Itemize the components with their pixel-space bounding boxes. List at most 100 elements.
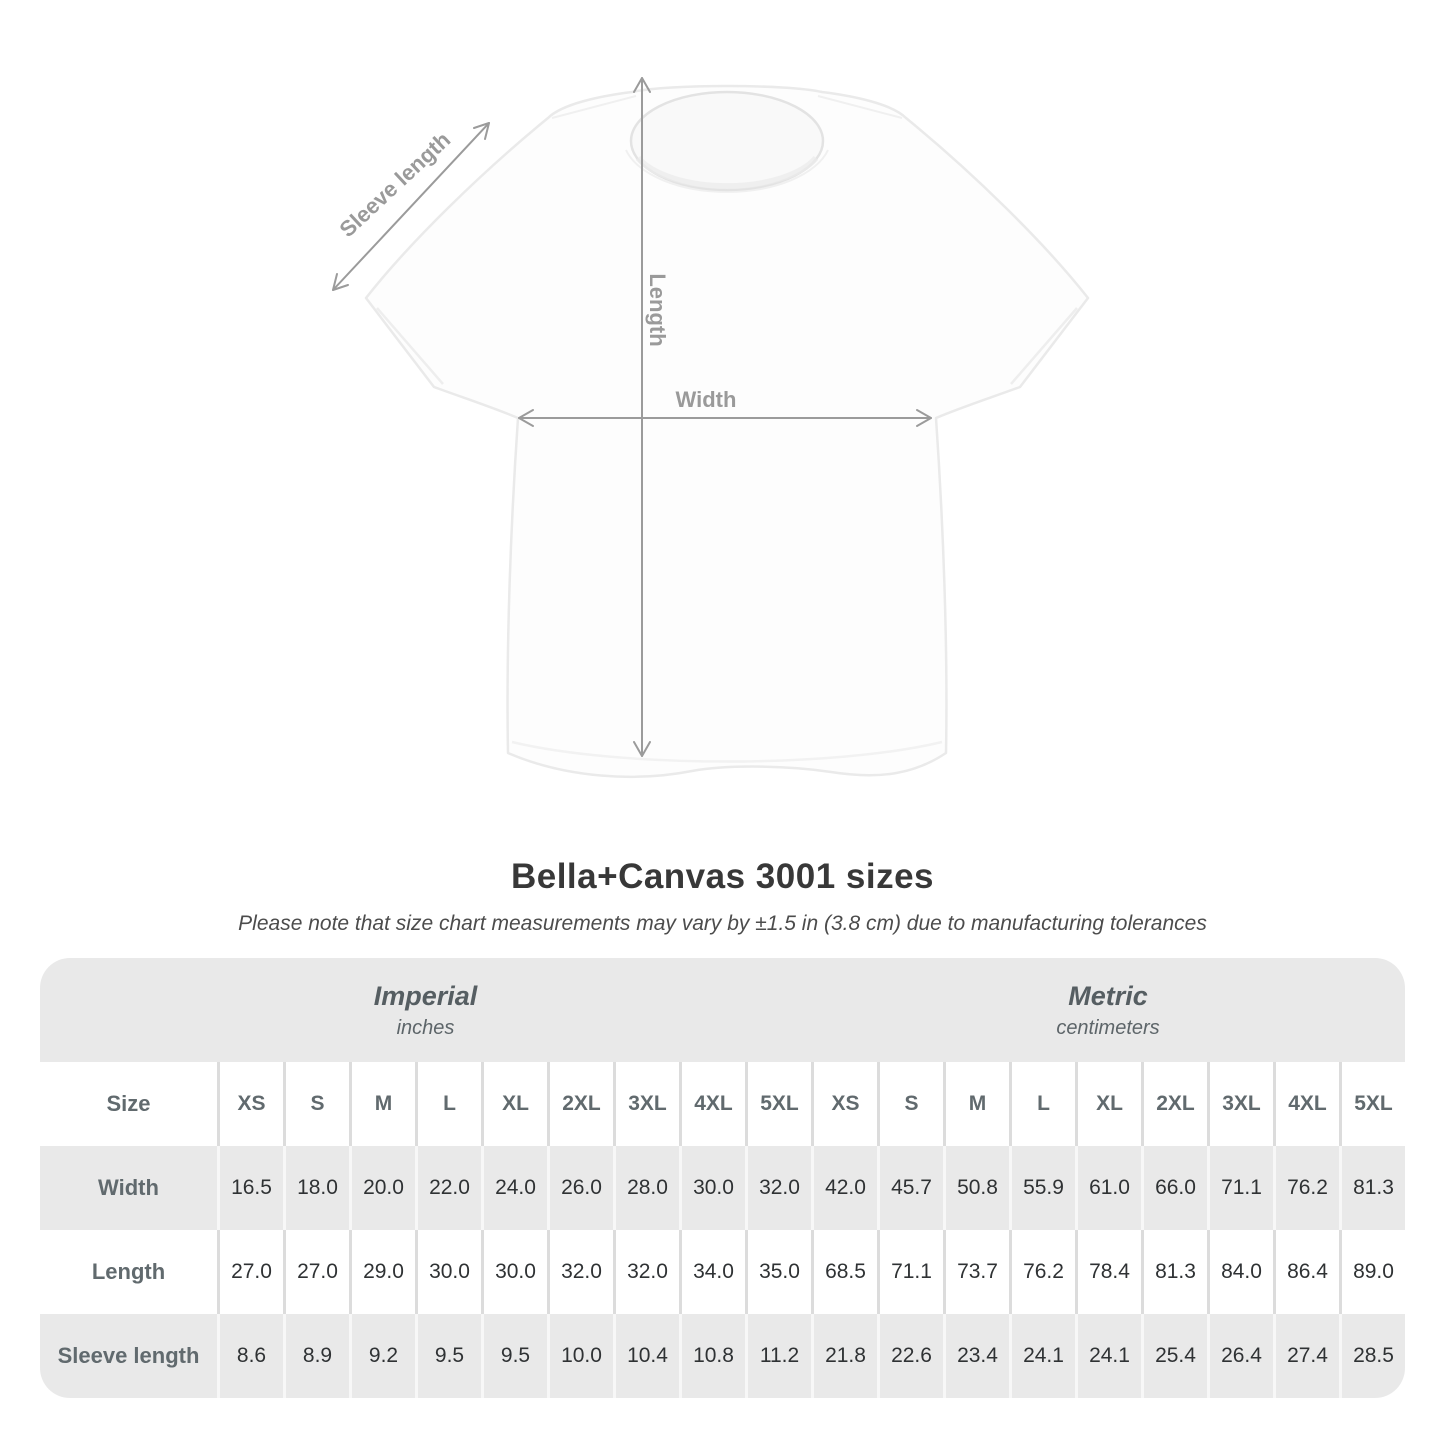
table-cell: 45.7 xyxy=(877,1146,943,1230)
tshirt-outline xyxy=(364,84,1090,779)
column-header-xl: XL xyxy=(481,1062,547,1146)
table-cell: 9.5 xyxy=(481,1314,547,1398)
table-cell: 16.5 xyxy=(217,1146,283,1230)
table-cell: 68.5 xyxy=(811,1230,877,1314)
column-header-xl: XL xyxy=(1075,1062,1141,1146)
table-cell: 25.4 xyxy=(1141,1314,1207,1398)
shoulder-seam-right xyxy=(817,95,903,119)
neck-opening xyxy=(629,90,825,192)
table-cell: 22.0 xyxy=(415,1146,481,1230)
table-cell: 27.0 xyxy=(217,1230,283,1314)
table-cell: 71.1 xyxy=(1207,1146,1273,1230)
cuff-seam-right xyxy=(1010,307,1078,385)
column-header-5xl: 5XL xyxy=(745,1062,811,1146)
column-header-5xl: 5XL xyxy=(1339,1062,1405,1146)
table-cell: 9.5 xyxy=(415,1314,481,1398)
table-cell: 27.4 xyxy=(1273,1314,1339,1398)
unit-group-label: Metric xyxy=(1068,980,1148,1011)
unit-group-sublabel: inches xyxy=(396,1016,455,1039)
column-header-2xl: 2XL xyxy=(1141,1062,1207,1146)
table-cell: 20.0 xyxy=(349,1146,415,1230)
table-cell: 28.5 xyxy=(1339,1314,1405,1398)
table-cell: 30.0 xyxy=(481,1230,547,1314)
table-cell: 76.2 xyxy=(1273,1146,1339,1230)
tshirt-diagram: Width Length Sleeve length xyxy=(332,77,1090,779)
column-header-4xl: 4XL xyxy=(1273,1062,1339,1146)
page-title: Bella+Canvas 3001 sizes xyxy=(510,857,935,896)
table-cell: 61.0 xyxy=(1075,1146,1141,1230)
table-cell: 78.4 xyxy=(1075,1230,1141,1314)
table-cell: 73.7 xyxy=(943,1230,1009,1314)
table-cell: 26.4 xyxy=(1207,1314,1273,1398)
row-label: Length xyxy=(40,1230,217,1314)
table-cell: 10.8 xyxy=(679,1314,745,1398)
table-cell: 8.6 xyxy=(217,1314,283,1398)
table-cell: 10.4 xyxy=(613,1314,679,1398)
table-cell: 11.2 xyxy=(745,1314,811,1398)
row-label: Width xyxy=(40,1146,217,1230)
table-cell: 24.0 xyxy=(481,1146,547,1230)
table-cell: 22.6 xyxy=(877,1314,943,1398)
column-header-l: L xyxy=(1009,1062,1075,1146)
table-cell: 35.0 xyxy=(745,1230,811,1314)
unit-group-label: Imperial xyxy=(373,980,478,1011)
width-arrow xyxy=(518,409,932,427)
table-cell: 84.0 xyxy=(1207,1230,1273,1314)
table-cell: 24.1 xyxy=(1009,1314,1075,1398)
table-cell: 18.0 xyxy=(283,1146,349,1230)
table-cell: 86.4 xyxy=(1273,1230,1339,1314)
table-cell: 27.0 xyxy=(283,1230,349,1314)
table-cell: 29.0 xyxy=(349,1230,415,1314)
row-label: Sleeve length xyxy=(40,1314,217,1398)
table-cell: 10.0 xyxy=(547,1314,613,1398)
length-label: Length xyxy=(645,273,670,346)
table-cell: 89.0 xyxy=(1339,1230,1405,1314)
column-header-xs: XS xyxy=(811,1062,877,1146)
table-cell: 23.4 xyxy=(943,1314,1009,1398)
table-cell: 32.0 xyxy=(613,1230,679,1314)
table-cell: 8.9 xyxy=(283,1314,349,1398)
unit-group-sublabel: centimeters xyxy=(1056,1016,1160,1039)
table-cell: 50.8 xyxy=(943,1146,1009,1230)
column-header-m: M xyxy=(943,1062,1009,1146)
table-cell: 81.3 xyxy=(1339,1146,1405,1230)
collar-seam xyxy=(625,149,829,193)
tolerance-note: Please note that size chart measurements… xyxy=(238,912,1207,935)
cuff-seam-left xyxy=(376,307,444,385)
column-header-s: S xyxy=(877,1062,943,1146)
table-cell: 55.9 xyxy=(1009,1146,1075,1230)
table-cell: 76.2 xyxy=(1009,1230,1075,1314)
column-header-l: L xyxy=(415,1062,481,1146)
table-cell: 66.0 xyxy=(1141,1146,1207,1230)
table-cell: 28.0 xyxy=(613,1146,679,1230)
column-header-4xl: 4XL xyxy=(679,1062,745,1146)
table-cell: 24.1 xyxy=(1075,1314,1141,1398)
table-cell: 30.0 xyxy=(415,1230,481,1314)
table-cell: 42.0 xyxy=(811,1146,877,1230)
column-header-xs: XS xyxy=(217,1062,283,1146)
shoulder-seam-left xyxy=(551,95,637,119)
table-cell: 30.0 xyxy=(679,1146,745,1230)
unit-group-imperial: Imperial inches xyxy=(40,958,811,1062)
table-cell: 81.3 xyxy=(1141,1230,1207,1314)
hem-seam xyxy=(511,740,943,763)
unit-group-metric: Metric centimeters xyxy=(811,958,1405,1062)
neck-inner-shadow xyxy=(635,156,819,190)
table-cell: 32.0 xyxy=(547,1230,613,1314)
column-header-2xl: 2XL xyxy=(547,1062,613,1146)
sleeve-length-arrow xyxy=(332,122,490,291)
table-cell: 9.2 xyxy=(349,1314,415,1398)
table-cell: 21.8 xyxy=(811,1314,877,1398)
column-header-3xl: 3XL xyxy=(1207,1062,1273,1146)
size-table: Imperial inches Metric centimeters Size XS S M L… xyxy=(40,958,1405,1398)
table-cell: 34.0 xyxy=(679,1230,745,1314)
column-header-3xl: 3XL xyxy=(613,1062,679,1146)
table-cell: 32.0 xyxy=(745,1146,811,1230)
size-header: Size xyxy=(40,1062,217,1146)
table-cell: 26.0 xyxy=(547,1146,613,1230)
table-cell: 71.1 xyxy=(877,1230,943,1314)
width-label: Width xyxy=(676,387,737,412)
column-header-m: M xyxy=(349,1062,415,1146)
column-header-s: S xyxy=(283,1062,349,1146)
